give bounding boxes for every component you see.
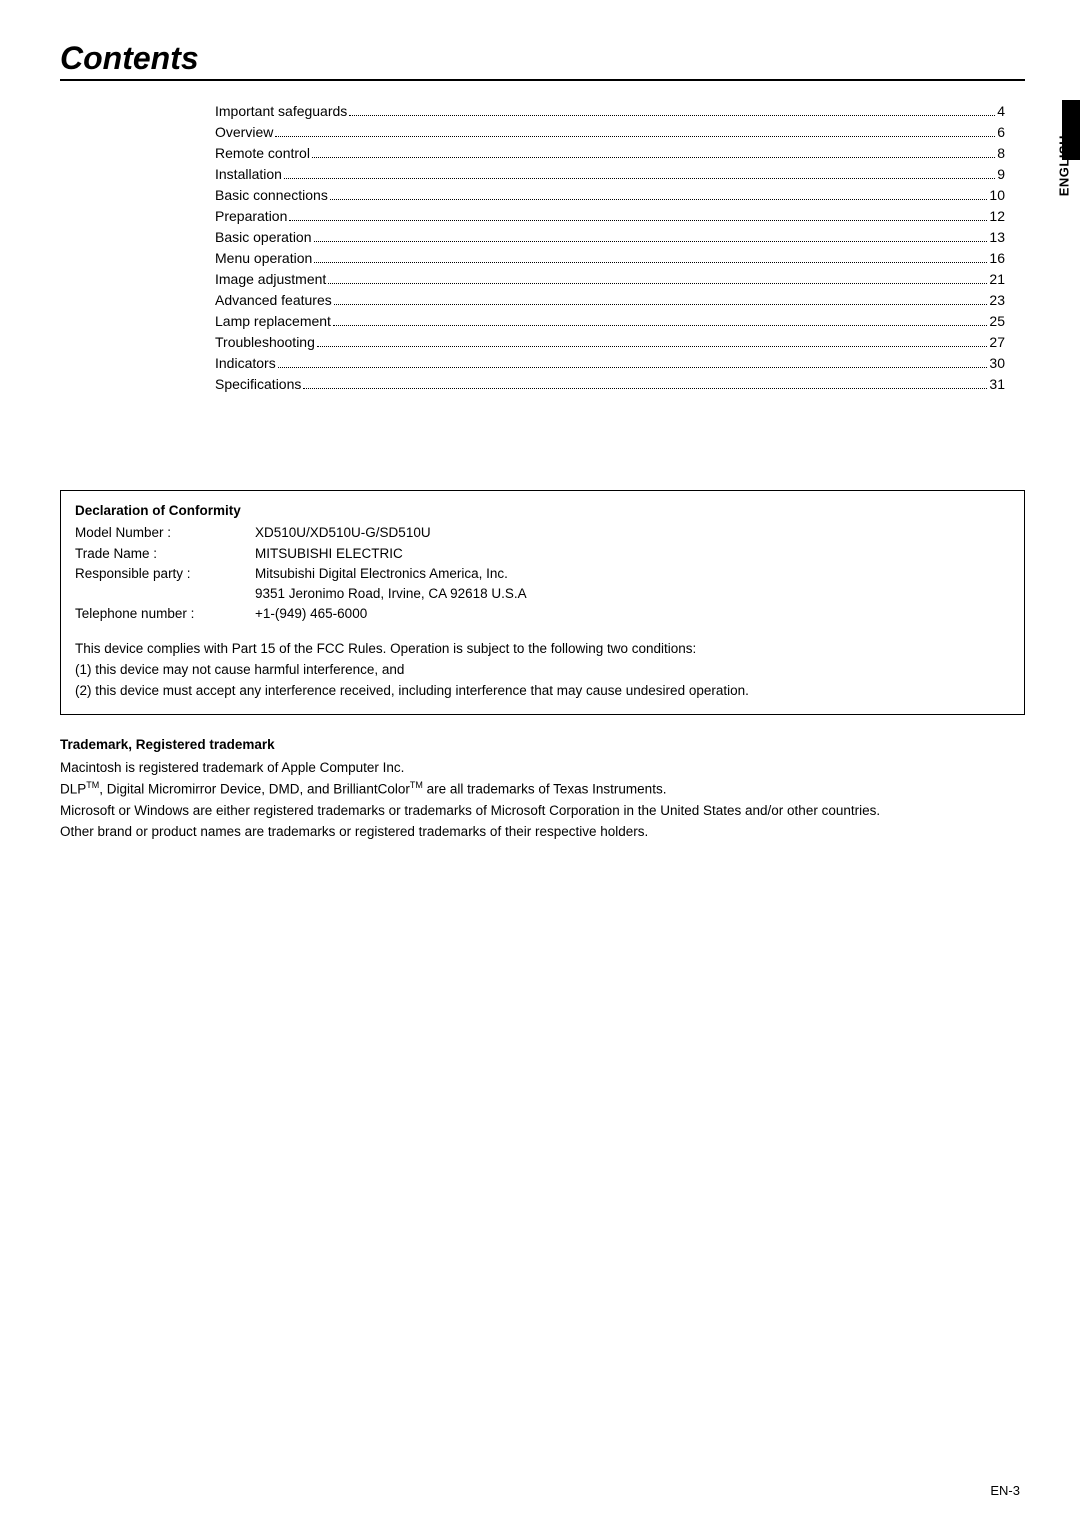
toc-leader-dots bbox=[328, 283, 987, 284]
declaration-value: Mitsubishi Digital Electronics America, … bbox=[255, 564, 1010, 584]
toc-leader-dots bbox=[275, 136, 995, 137]
declaration-of-conformity-box: Declaration of Conformity Model Number :… bbox=[60, 490, 1025, 715]
toc-leader-dots bbox=[278, 367, 988, 368]
toc-leader-dots bbox=[314, 241, 988, 242]
toc-entry-title: Preparation bbox=[215, 206, 287, 227]
toc-row: Troubleshooting 27 bbox=[215, 332, 1005, 353]
toc-entry-title: Advanced features bbox=[215, 290, 332, 311]
trademark-text: , Digital Micromirror Device, DMD, and B… bbox=[99, 781, 410, 796]
toc-entry-page: 8 bbox=[997, 143, 1005, 164]
trademark-text: DLP bbox=[60, 781, 86, 796]
toc-row: Important safeguards 4 bbox=[215, 101, 1005, 122]
declaration-heading: Declaration of Conformity bbox=[75, 501, 1010, 521]
toc-entry-title: Indicators bbox=[215, 353, 276, 374]
toc-leader-dots bbox=[317, 346, 988, 347]
trademark-line: Macintosh is registered trademark of App… bbox=[60, 758, 1025, 778]
toc-leader-dots bbox=[289, 220, 987, 221]
toc-leader-dots bbox=[312, 157, 995, 158]
toc-leader-dots bbox=[333, 325, 987, 326]
trademark-text: are all trademarks of Texas Instruments. bbox=[423, 781, 667, 796]
trademark-line: DLPTM, Digital Micromirror Device, DMD, … bbox=[60, 779, 1025, 800]
declaration-body-line: (1) this device may not cause harmful in… bbox=[75, 660, 1010, 680]
declaration-row: Responsible party :Mitsubishi Digital El… bbox=[75, 564, 1010, 584]
toc-row: Menu operation 16 bbox=[215, 248, 1005, 269]
tm-superscript: TM bbox=[86, 780, 99, 790]
toc-row: Lamp replacement 25 bbox=[215, 311, 1005, 332]
toc-row: Advanced features 23 bbox=[215, 290, 1005, 311]
toc-entry-page: 10 bbox=[989, 185, 1005, 206]
toc-entry-title: Image adjustment bbox=[215, 269, 326, 290]
trademark-heading: Trademark, Registered trademark bbox=[60, 735, 1025, 755]
page-title: Contents bbox=[60, 40, 1025, 81]
toc-entry-page: 6 bbox=[997, 122, 1005, 143]
declaration-value: 9351 Jeronimo Road, Irvine, CA 92618 U.S… bbox=[255, 584, 1010, 604]
toc-entry-title: Menu operation bbox=[215, 248, 312, 269]
toc-row: Image adjustment 21 bbox=[215, 269, 1005, 290]
toc-entry-page: 31 bbox=[989, 374, 1005, 395]
toc-leader-dots bbox=[303, 388, 987, 389]
toc-leader-dots bbox=[284, 178, 995, 179]
declaration-row: 9351 Jeronimo Road, Irvine, CA 92618 U.S… bbox=[75, 584, 1010, 604]
declaration-row: Telephone number :+1-(949) 465-6000 bbox=[75, 604, 1010, 624]
toc-entry-page: 13 bbox=[989, 227, 1005, 248]
trademark-section: Trademark, Registered trademark Macintos… bbox=[60, 735, 1025, 842]
toc-entry-page: 9 bbox=[997, 164, 1005, 185]
declaration-label: Telephone number : bbox=[75, 604, 255, 624]
toc-leader-dots bbox=[314, 262, 987, 263]
toc-row: Overview 6 bbox=[215, 122, 1005, 143]
declaration-label: Trade Name : bbox=[75, 544, 255, 564]
toc-leader-dots bbox=[330, 199, 988, 200]
declaration-value: MITSUBISHI ELECTRIC bbox=[255, 544, 1010, 564]
toc-entry-page: 23 bbox=[989, 290, 1005, 311]
toc-entry-title: Installation bbox=[215, 164, 282, 185]
tm-superscript: TM bbox=[410, 780, 423, 790]
toc-entry-title: Remote control bbox=[215, 143, 310, 164]
toc-leader-dots bbox=[334, 304, 988, 305]
declaration-body-line: This device complies with Part 15 of the… bbox=[75, 639, 1010, 659]
toc-entry-title: Important safeguards bbox=[215, 101, 347, 122]
toc-entry-title: Basic connections bbox=[215, 185, 328, 206]
toc-row: Preparation 12 bbox=[215, 206, 1005, 227]
toc-row: Basic operation 13 bbox=[215, 227, 1005, 248]
declaration-label bbox=[75, 584, 255, 604]
toc-entry-page: 27 bbox=[989, 332, 1005, 353]
toc-row: Installation 9 bbox=[215, 164, 1005, 185]
language-tab: ENGLISH bbox=[1056, 135, 1071, 196]
trademark-line: Other brand or product names are tradema… bbox=[60, 822, 1025, 842]
toc-entry-title: Basic operation bbox=[215, 227, 312, 248]
page-number: EN-3 bbox=[990, 1483, 1020, 1498]
table-of-contents: Important safeguards4Overview6Remote con… bbox=[215, 101, 1005, 395]
toc-row: Basic connections 10 bbox=[215, 185, 1005, 206]
toc-entry-page: 25 bbox=[989, 311, 1005, 332]
toc-entry-title: Lamp replacement bbox=[215, 311, 331, 332]
declaration-value: +1-(949) 465-6000 bbox=[255, 604, 1010, 624]
declaration-row: Trade Name :MITSUBISHI ELECTRIC bbox=[75, 544, 1010, 564]
toc-entry-title: Overview bbox=[215, 122, 273, 143]
toc-row: Indicators 30 bbox=[215, 353, 1005, 374]
toc-entry-title: Specifications bbox=[215, 374, 301, 395]
toc-entry-title: Troubleshooting bbox=[215, 332, 315, 353]
declaration-label: Model Number : bbox=[75, 523, 255, 543]
toc-entry-page: 12 bbox=[989, 206, 1005, 227]
toc-entry-page: 30 bbox=[989, 353, 1005, 374]
declaration-label: Responsible party : bbox=[75, 564, 255, 584]
toc-entry-page: 21 bbox=[989, 269, 1005, 290]
toc-row: Specifications 31 bbox=[215, 374, 1005, 395]
declaration-row: Model Number :XD510U/XD510U-G/SD510U bbox=[75, 523, 1010, 543]
toc-entry-page: 4 bbox=[997, 101, 1005, 122]
toc-leader-dots bbox=[349, 115, 995, 116]
declaration-body-line: (2) this device must accept any interfer… bbox=[75, 681, 1010, 701]
toc-row: Remote control 8 bbox=[215, 143, 1005, 164]
declaration-value: XD510U/XD510U-G/SD510U bbox=[255, 523, 1010, 543]
trademark-line: Microsoft or Windows are either register… bbox=[60, 801, 1025, 821]
toc-entry-page: 16 bbox=[989, 248, 1005, 269]
